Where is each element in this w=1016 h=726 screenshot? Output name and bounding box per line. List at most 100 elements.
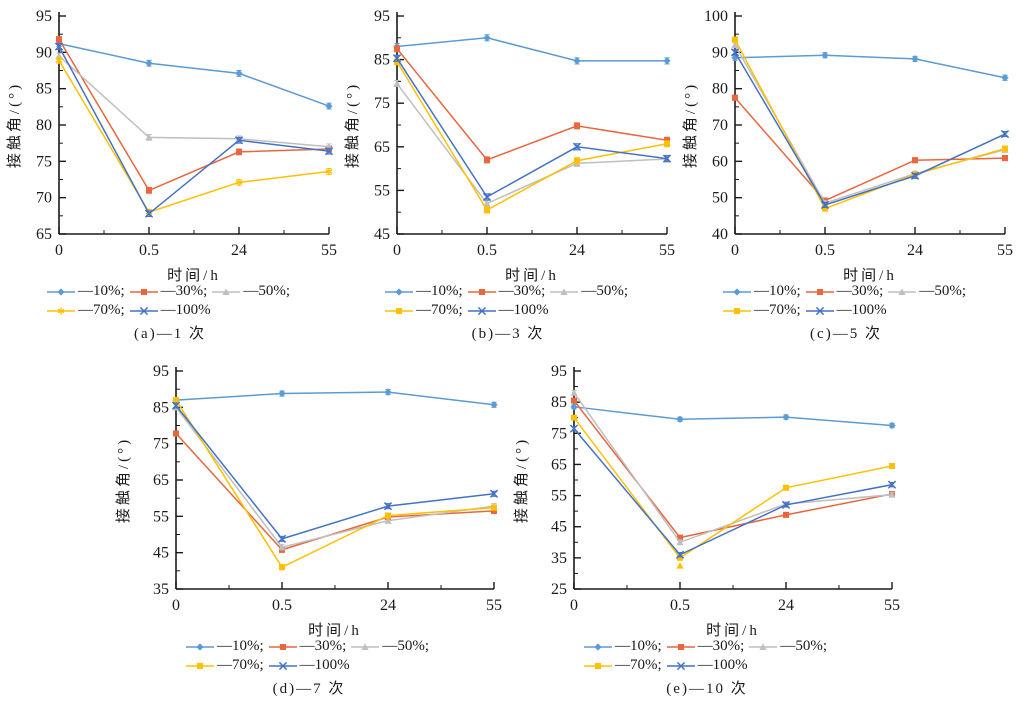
x-axis-title: 时间/h — [308, 622, 362, 639]
x-tick-label: 0.5 — [139, 242, 159, 259]
chart-d-caption: (d)—7 次 — [272, 681, 346, 697]
legend-label: —100% — [498, 302, 549, 318]
series-line — [58, 38, 330, 192]
marker-x — [675, 550, 685, 559]
chart-a-legend: —10%; —30%; —50%; —70%; —100% — [46, 282, 294, 320]
y-tick-label: 25 — [551, 581, 567, 598]
series-line — [573, 400, 893, 539]
x-tick-label: 0 — [570, 597, 578, 614]
legend-marker-icon — [583, 662, 612, 669]
legend-row: —70%; —100% — [185, 656, 433, 675]
x-tick-label: 24 — [231, 242, 247, 259]
y-tick-label: 45 — [153, 545, 169, 562]
series-line — [396, 83, 668, 205]
marker-square — [279, 564, 285, 571]
marker-square — [574, 157, 580, 164]
legend-item-70pct: —70%; — [46, 301, 125, 320]
marker-x — [662, 154, 672, 163]
legend-item-30pct: —30%; — [805, 282, 883, 301]
series-line — [734, 97, 1006, 202]
x-tick-label: 24 — [569, 242, 585, 259]
x-tick-label: 55 — [659, 242, 675, 259]
marker-diamond — [911, 55, 919, 63]
marker-triangle — [676, 562, 684, 569]
y-tick-label: 85 — [36, 81, 52, 98]
series-line — [734, 51, 1006, 206]
legend-label: —10%; — [614, 638, 662, 654]
marker-square — [196, 662, 203, 669]
legend-marker-icon — [583, 642, 612, 651]
y-tick-label: 95 — [551, 363, 567, 380]
y-tick-label: 35 — [153, 581, 169, 598]
marker-star — [55, 56, 63, 64]
marker-square — [574, 122, 580, 129]
marker-x — [1000, 129, 1010, 139]
x-tick-label: 0 — [172, 597, 180, 614]
x-tick-label: 0 — [393, 242, 401, 259]
chart-panel-c: 40 50 60 70 80 90 100 0 0.5 24 55 接触角/(°) 时间/h —10%;… — [677, 2, 1015, 343]
marker-square — [677, 534, 683, 541]
marker-square — [484, 207, 490, 214]
marker-square — [677, 643, 684, 650]
marker-diamond — [235, 69, 243, 78]
marker-x — [477, 306, 486, 315]
legend-item-10pct: —10%; — [583, 637, 662, 656]
legend-label: —70%; — [614, 657, 662, 673]
legend-item-30pct: —30%; — [666, 637, 744, 656]
marker-x — [815, 306, 824, 315]
legend-item-100pct: —100% — [467, 301, 549, 320]
legend-row: —70%; —100% — [722, 301, 970, 320]
legend-label: —70%; — [415, 302, 463, 318]
y-axis-title: 接触角/(°) — [682, 82, 699, 168]
marker-square — [394, 45, 400, 52]
marker-square — [733, 307, 740, 314]
x-tick-label: 55 — [884, 597, 900, 614]
marker-diamond — [570, 403, 578, 411]
series-line — [573, 417, 893, 559]
legend-row: —70%; —100% — [46, 301, 294, 320]
marker-square — [783, 511, 789, 518]
marker-square — [1002, 155, 1008, 162]
y-tick-label: 35 — [551, 550, 567, 567]
marker-diamond — [676, 415, 684, 423]
legend-row: —10%; —30%; —50%; — [46, 282, 294, 301]
legend-marker-icon — [185, 642, 214, 651]
y-tick-label: 80 — [712, 81, 728, 98]
marker-square — [594, 662, 601, 669]
marker-triangle — [888, 491, 896, 498]
marker-x — [144, 209, 154, 218]
marker-square — [236, 148, 242, 155]
marker-triangle — [384, 517, 392, 524]
marker-square — [140, 288, 147, 295]
legend-row: —70%; —100% — [583, 656, 831, 675]
y-axis-title: 接触角/(°) — [6, 82, 23, 168]
legend-marker-icon — [384, 287, 413, 296]
y-tick-label: 95 — [153, 363, 169, 380]
y-tick-label: 45 — [374, 226, 390, 243]
y-axis-title: 接触角/(°) — [115, 437, 132, 523]
y-tick-label: 65 — [551, 456, 567, 473]
x-tick-label: 55 — [486, 597, 502, 614]
x-axis-title: 时间/h — [706, 622, 760, 639]
series-line — [573, 406, 893, 427]
marker-triangle — [560, 287, 568, 295]
marker-diamond — [1001, 74, 1009, 82]
y-tick-label: 55 — [153, 508, 169, 525]
chart-c-canvas: 40 50 60 70 80 90 100 0 0.5 24 55 接触角/(°) 时间/h — [682, 8, 1013, 284]
legend-label: —10%; — [216, 638, 264, 654]
legend-label: —10%; — [77, 283, 125, 299]
marker-x — [887, 480, 897, 489]
marker-square — [279, 643, 286, 650]
marker-square — [664, 140, 670, 147]
marker-x — [139, 306, 148, 315]
x-tick-label: 55 — [321, 242, 337, 259]
legend-marker-icon — [129, 306, 158, 315]
series-line — [396, 37, 667, 62]
legend-row: —70%; —100% — [384, 301, 632, 320]
series-line — [175, 406, 495, 549]
y-tick-label: 55 — [551, 488, 567, 505]
legend-marker-icon — [46, 306, 75, 315]
marker-square — [912, 157, 918, 164]
y-tick-label: 90 — [36, 44, 52, 61]
chart-b-legend: —10%; —30%; —50%; —70%; —100% — [384, 282, 632, 320]
